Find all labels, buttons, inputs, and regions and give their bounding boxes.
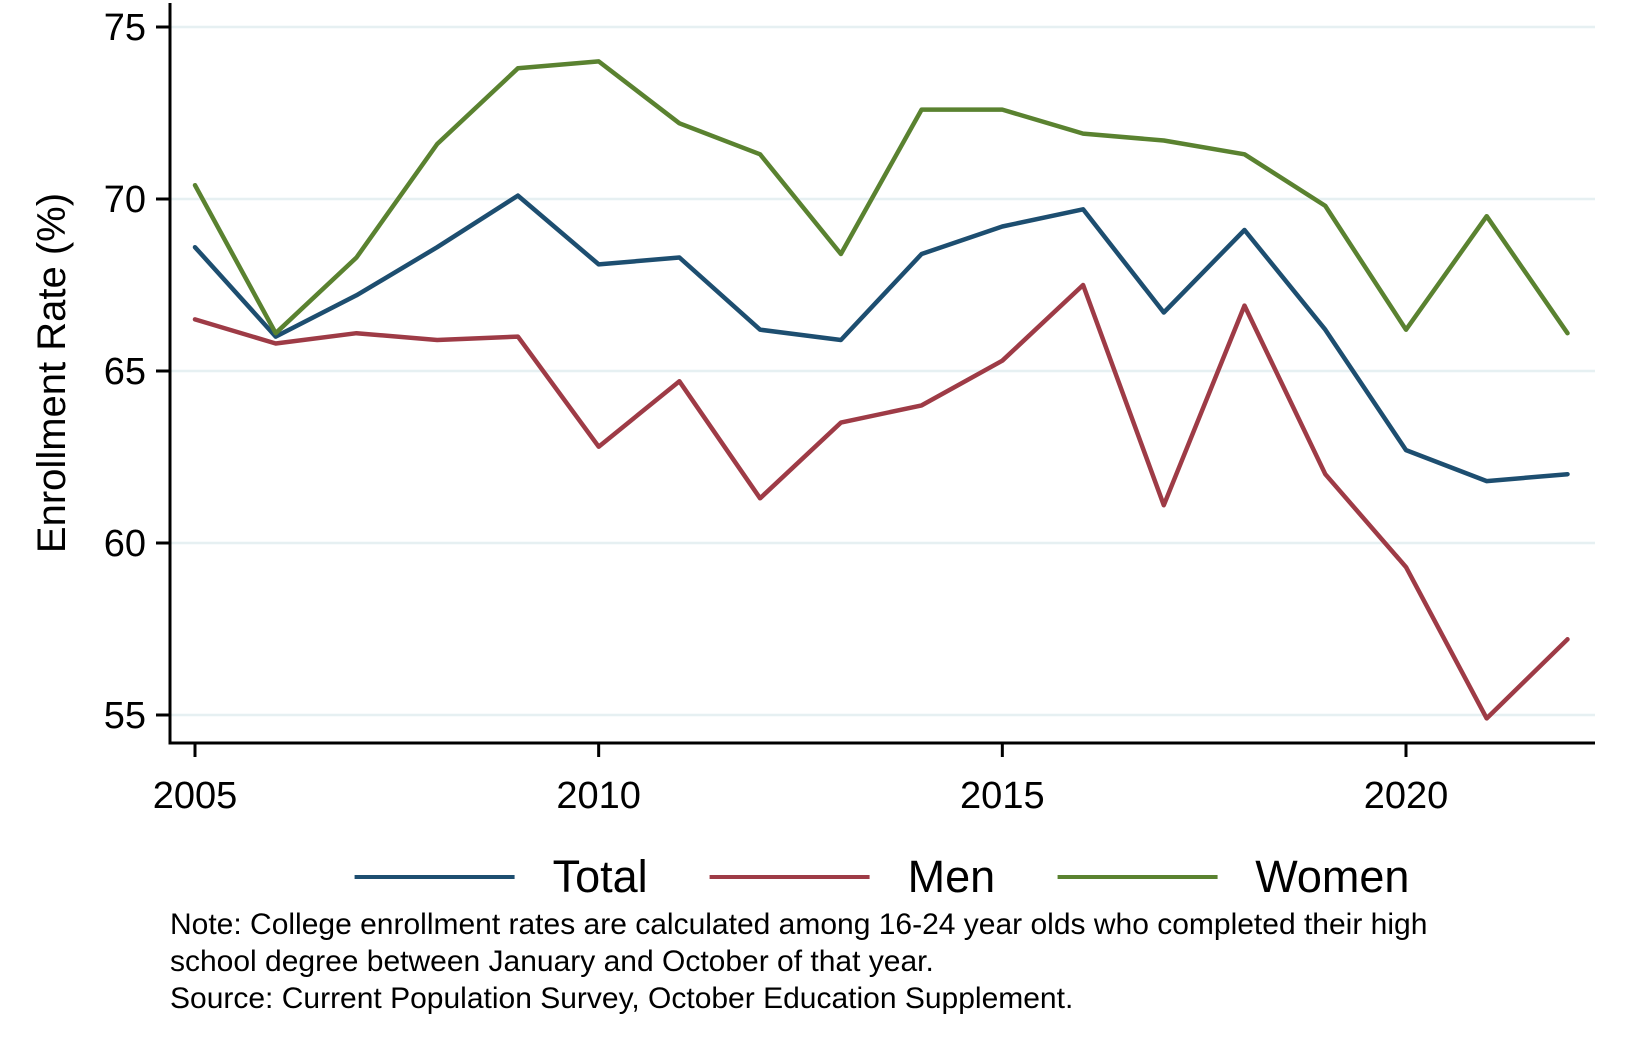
chart-note: Note: College enrollment rates are calcu… — [170, 906, 1427, 1017]
legend: Total Men Women — [354, 851, 1409, 903]
note-line-1: Note: College enrollment rates are calcu… — [170, 908, 1428, 941]
y-tick-label-75: 75 — [104, 7, 146, 49]
legend-item-women: Women — [1057, 851, 1409, 903]
legend-line-total — [354, 875, 515, 879]
legend-item-men: Men — [709, 851, 996, 903]
y-tick-label-55: 55 — [104, 695, 146, 737]
series-line-total — [192, 193, 1570, 484]
series-line-men — [192, 282, 1570, 721]
legend-item-total: Total — [354, 851, 648, 903]
x-tick-label-2020: 2020 — [1364, 775, 1449, 817]
legend-line-men — [709, 875, 870, 879]
x-tick-label-2010: 2010 — [556, 775, 641, 817]
y-axis-title: Enrollment Rate (%) — [30, 192, 74, 554]
y-tick-label-70: 70 — [104, 179, 146, 221]
note-line-2: school degree between January and Octobe… — [170, 945, 934, 978]
x-tick-label-2015: 2015 — [960, 775, 1045, 817]
y-tick-label-60: 60 — [104, 523, 146, 565]
legend-label-men: Men — [907, 851, 996, 902]
legend-line-women — [1057, 875, 1218, 879]
series-line-women — [192, 59, 1570, 336]
legend-label-women: Women — [1255, 851, 1410, 902]
y-tick-label-65: 65 — [104, 351, 146, 393]
legend-label-total: Total — [552, 851, 648, 902]
x-tick-label-2005: 2005 — [153, 775, 238, 817]
note-line-3: Source: Current Population Survey, Octob… — [170, 982, 1074, 1015]
